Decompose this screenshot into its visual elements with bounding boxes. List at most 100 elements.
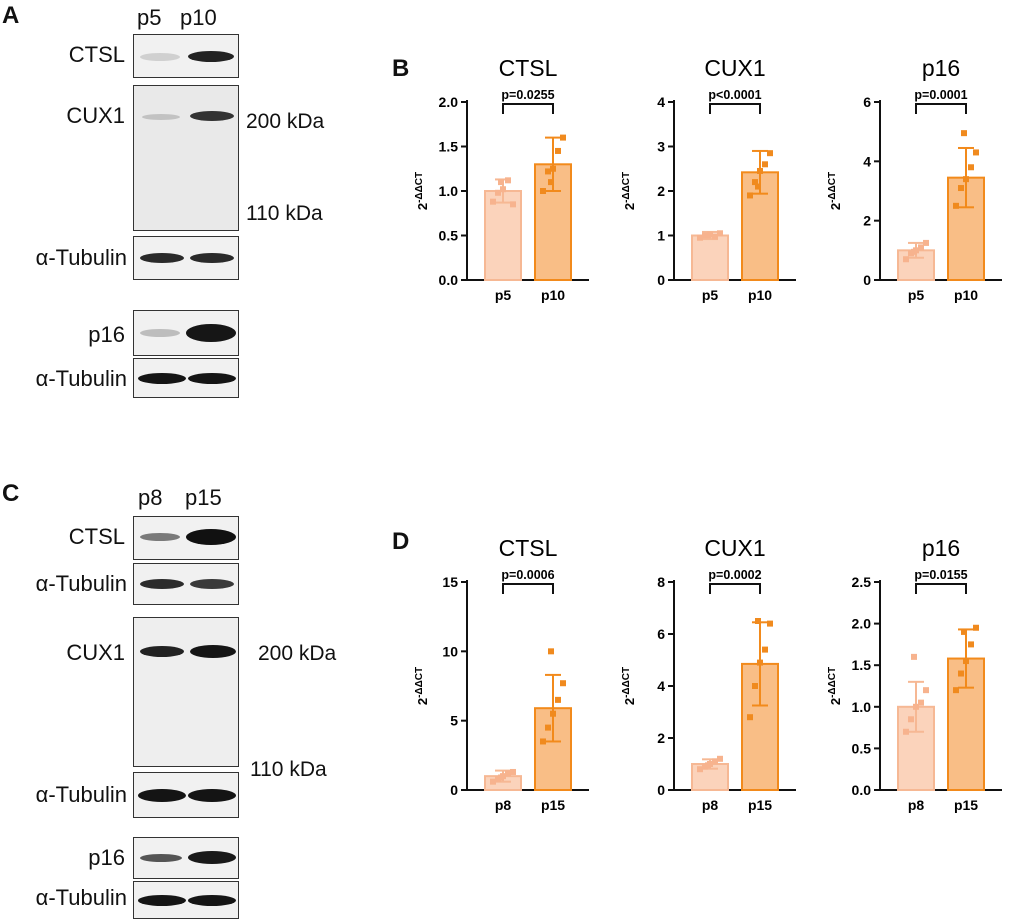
x-tick-label: p15: [954, 797, 978, 813]
panel-label-c: C: [2, 480, 20, 507]
y-tick-label: 1.5: [852, 657, 872, 673]
significance-bracket: [915, 103, 967, 114]
y-tick-label: 5: [450, 713, 458, 729]
data-point: [560, 680, 566, 687]
data-point: [755, 183, 761, 190]
blot-row-label-ctsl: CTSL: [68, 42, 125, 67]
blot2-row-label-cux1: CUX1: [66, 640, 125, 665]
data-point: [755, 618, 761, 624]
panel-label-d: D: [392, 528, 410, 555]
y-tick-label: 4: [657, 678, 665, 694]
data-point: [510, 201, 516, 208]
chart-title: CUX1: [704, 535, 765, 561]
data-point: [510, 768, 516, 775]
data-point: [752, 683, 758, 689]
blot-cux1: [133, 85, 239, 231]
blot-tubulin-1: [133, 236, 239, 280]
bar: [691, 234, 729, 281]
data-point: [953, 687, 959, 694]
data-point: [963, 176, 969, 183]
y-tick-label: 2.0: [852, 616, 872, 632]
data-point: [973, 624, 979, 631]
blot2-row-label-ctsl: CTSL: [68, 524, 125, 549]
y-tick-label: 2.0: [439, 94, 459, 110]
blot2-row-label-tubulin-2: α-Tubulin: [35, 782, 127, 807]
y-tick-label: 4: [657, 94, 665, 110]
data-point: [911, 248, 917, 255]
data-point: [490, 778, 496, 785]
x-tick-label: p5: [495, 287, 512, 303]
panel-label-a: A: [2, 2, 20, 29]
significance-bracket: [709, 103, 761, 114]
data-point: [505, 770, 511, 777]
blot-ctsl: [133, 34, 239, 78]
data-point: [548, 179, 554, 186]
significance-bracket: [502, 103, 554, 114]
data-point: [540, 188, 546, 194]
data-point: [953, 202, 959, 209]
data-point: [545, 168, 551, 175]
blot2-row-label-p16: p16: [88, 845, 125, 870]
chart-b-ctsl: CTSL 2-ΔΔCT 0.0 0.5 1.0 1.5 2.0 p5 p10 p=0.0255: [414, 55, 589, 303]
data-point: [540, 738, 546, 745]
data-point: [498, 179, 504, 186]
x-tick-label: p5: [908, 287, 925, 303]
data-point: [697, 234, 703, 241]
y-tick-label: 0: [863, 272, 871, 288]
blot2-tubulin-3: [133, 881, 239, 919]
data-point: [968, 164, 974, 171]
data-point: [555, 147, 561, 154]
blot2-row-label-tubulin-1: α-Tubulin: [35, 571, 127, 596]
data-point: [918, 244, 924, 251]
data-point: [767, 150, 773, 157]
data-point: [958, 670, 964, 677]
y-tick-label: 6: [657, 626, 665, 642]
y-tick-label: 2: [657, 183, 665, 199]
kda-200: 200 kDa: [246, 110, 325, 133]
kda-110: 110 kDa: [246, 202, 323, 225]
data-point: [545, 724, 551, 731]
y-axis-label: 2-ΔΔCT: [621, 667, 637, 705]
y-tick-label: 15: [442, 574, 458, 590]
y-tick-label: 1.0: [852, 699, 872, 715]
blot-tubulin-2: [133, 358, 239, 398]
blot2-p16: [133, 837, 239, 879]
data-point: [747, 714, 753, 721]
data-point: [923, 239, 929, 246]
p-value-label: p=0.0155: [914, 568, 967, 582]
blot-row-label-cux1: CUX1: [66, 103, 125, 128]
chart-d-ctsl: CTSL 2-ΔΔCT 0 5 10 15 p8 p15 p=0.0006: [414, 535, 589, 813]
data-point: [973, 149, 979, 156]
data-point: [961, 628, 967, 635]
y-tick-label: 4: [863, 153, 871, 169]
x-tick-label: p10: [541, 287, 565, 303]
blot2-tubulin-2: [133, 772, 239, 818]
p-value-label: p=0.0255: [501, 88, 554, 102]
lane-label-p5: p5: [137, 5, 162, 30]
data-point: [705, 232, 711, 239]
blot-row-label-p16: p16: [88, 322, 125, 347]
x-tick-label: p10: [748, 287, 772, 303]
blot-row-label-tubulin-2: α-Tubulin: [35, 366, 127, 391]
y-tick-label: 2: [657, 730, 665, 746]
y-tick-label: 0: [450, 782, 458, 798]
p-value-label: p=0.0006: [501, 568, 554, 582]
data-point: [762, 161, 768, 168]
data-point: [961, 130, 967, 137]
lane-label-p10: p10: [180, 5, 217, 30]
data-point: [500, 186, 506, 193]
data-point: [712, 758, 718, 765]
chart-title: CTSL: [499, 55, 558, 81]
y-tick-label: 0.0: [852, 782, 872, 798]
chart-title: CUX1: [704, 55, 765, 81]
data-point: [495, 189, 501, 196]
p-value-label: p=0.0002: [708, 568, 761, 582]
y-tick-label: 2: [863, 213, 871, 229]
data-point: [908, 716, 914, 723]
p-value-label: p<0.0001: [708, 88, 761, 102]
data-point: [911, 653, 917, 660]
y-tick-label: 2.5: [852, 574, 872, 590]
data-point: [762, 646, 768, 653]
blot2-cux1: [133, 617, 239, 767]
blot-row-label-tubulin-1: α-Tubulin: [35, 245, 127, 270]
